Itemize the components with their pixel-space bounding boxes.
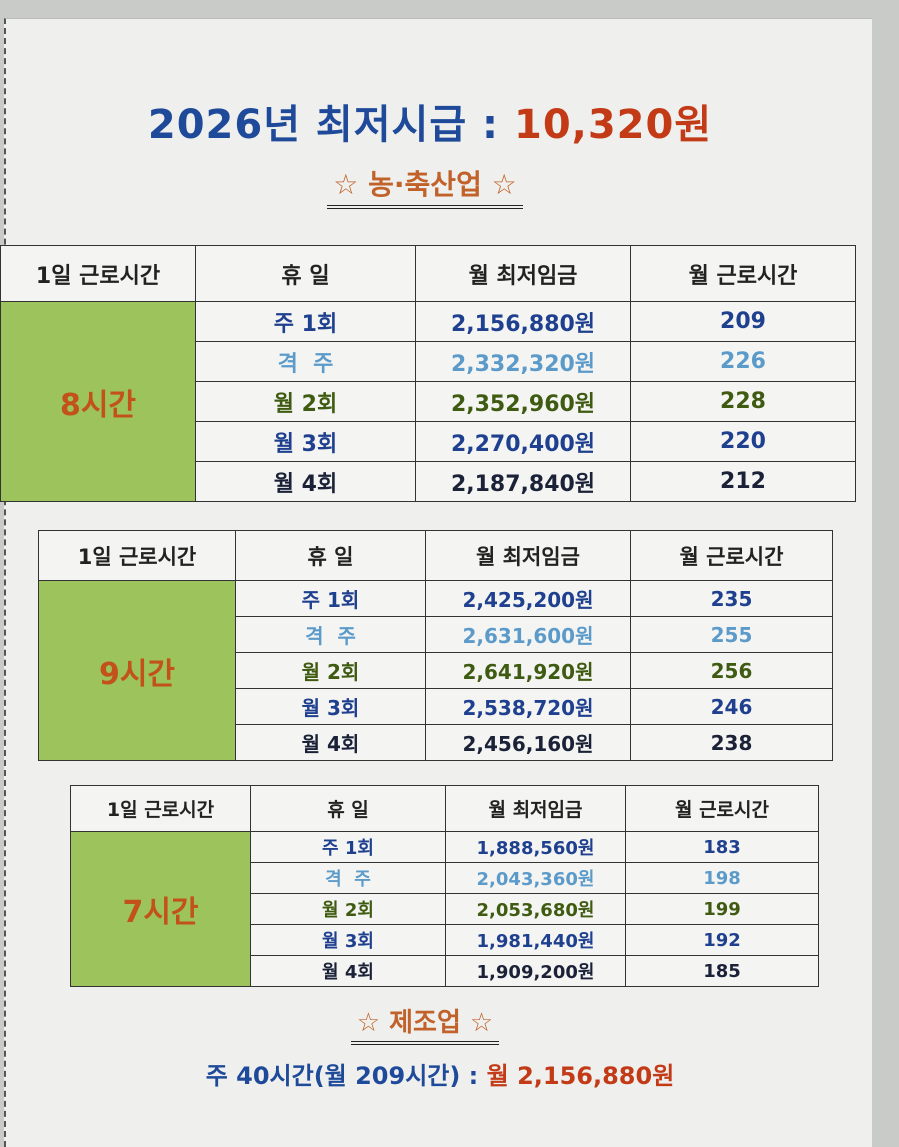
column-header: 휴 일 [235,530,426,581]
agri-heading: ☆ 농·축산업 ☆ [0,163,850,209]
cell-wage: 2,631,600원 [425,616,631,653]
cell-holiday: 월 3회 [195,421,416,462]
table-row: 월 4회 2,456,160원 238 [39,724,833,761]
daily-hours-group: 7시간 [70,831,251,987]
cell-wage: 1,909,200원 [445,955,626,987]
mfg-wage: 월 2,156,880원 [486,1062,675,1090]
cell-wage: 1,888,560원 [445,831,626,863]
column-header: 월 근로시간 [630,245,856,302]
hourly-wage: 10,320원 [513,102,713,148]
cell-holiday: 월 2회 [195,381,416,422]
cell-holiday: 주 1회 [195,301,416,342]
table-row: 월 3회 2,270,400원 220 [1,421,856,462]
cell-hours: 255 [630,616,833,653]
cell-hours: 246 [630,688,833,725]
cell-hours: 183 [625,831,819,863]
column-header: 월 근로시간 [630,530,833,581]
cell-hours: 220 [630,421,856,462]
cell-holiday: 월 3회 [235,688,426,725]
cell-wage: 2,187,840원 [415,461,631,502]
cell-wage: 2,352,960원 [415,381,631,422]
table-row: 7시간 주 1회 1,888,560원 183 [70,831,819,987]
cell-hours: 185 [625,955,819,987]
cell-holiday: 월 4회 [250,955,446,987]
cell-holiday: 월 2회 [250,893,446,925]
cell-wage: 2,332,320원 [415,341,631,382]
cell-wage: 2,456,160원 [425,724,631,761]
cell-wage: 2,270,400원 [415,421,631,462]
cell-holiday: 월 4회 [195,461,416,502]
cell-hours: 228 [630,381,856,422]
table-row: 9시간 주 1회 2,425,200원 235 [38,580,833,761]
cell-holiday: 주 1회 [250,831,446,863]
column-header: 월 최저임금 [425,530,631,581]
column-header: 휴 일 [195,245,416,302]
table-row: 월 2회 2,641,920원 256 [39,652,833,689]
cell-wage: 2,156,880원 [415,301,631,342]
table-row: 월 4회 1,909,200원 185 [71,955,819,987]
cell-hours: 238 [630,724,833,761]
cell-holiday: 월 3회 [250,924,446,956]
title-prefix: 2026년 최저시급 : [147,102,500,148]
table-row: 월 2회 2,053,680원 199 [71,893,819,925]
cell-hours: 226 [630,341,856,382]
daily-hours-group: 8시간 [0,301,196,502]
table-row: 월 4회 2,187,840원 212 [1,461,856,502]
column-header: 1일 근로시간 [70,785,251,832]
table-row: 월 2회 2,352,960원 228 [1,381,856,422]
daily-hours-group: 9시간 [38,580,236,761]
cell-hours: 256 [630,652,833,689]
cell-hours: 209 [630,301,856,342]
table-row: 격 주 2,631,600원 255 [39,616,833,653]
cell-holiday: 격 주 [250,862,446,894]
mfg-line: 주 40시간(월 209시간) : 월 2,156,880원 [0,1056,890,1091]
table-row: 격 주 2,043,360원 198 [71,862,819,894]
mfg-hours: 주 40시간(월 209시간) : [205,1062,479,1090]
cell-holiday: 격 주 [195,341,416,382]
table-row: 격 주 2,332,320원 226 [1,341,856,382]
mfg-heading: ☆ 제조업 ☆ [0,1002,850,1045]
table-row: 월 3회 1,981,440원 192 [71,924,819,956]
page-title: 2026년 최저시급 : 10,320원 [0,92,860,150]
column-header: 1일 근로시간 [0,245,196,302]
column-header: 월 최저임금 [445,785,626,832]
cell-hours: 212 [630,461,856,502]
cell-hours: 235 [630,580,833,617]
cell-hours: 198 [625,862,819,894]
cell-wage: 2,425,200원 [425,580,631,617]
cell-wage: 2,053,680원 [445,893,626,925]
column-header: 휴 일 [250,785,446,832]
cell-wage: 1,981,440원 [445,924,626,956]
cell-wage: 2,641,920원 [425,652,631,689]
table-row: 8시간 주 1회 2,156,880원 209 [0,301,856,502]
cell-holiday: 격 주 [235,616,426,653]
column-header: 1일 근로시간 [38,530,236,581]
cell-hours: 192 [625,924,819,956]
cell-hours: 199 [625,893,819,925]
cell-holiday: 월 4회 [235,724,426,761]
mfg-heading-text: ☆ 제조업 ☆ [350,1002,500,1045]
agri-heading-text: ☆ 농·축산업 ☆ [327,163,523,209]
column-header: 월 근로시간 [625,785,819,832]
cell-wage: 2,538,720원 [425,688,631,725]
cell-holiday: 월 2회 [235,652,426,689]
cell-wage: 2,043,360원 [445,862,626,894]
cell-holiday: 주 1회 [235,580,426,617]
column-header: 월 최저임금 [415,245,631,302]
table-row: 월 3회 2,538,720원 246 [39,688,833,725]
